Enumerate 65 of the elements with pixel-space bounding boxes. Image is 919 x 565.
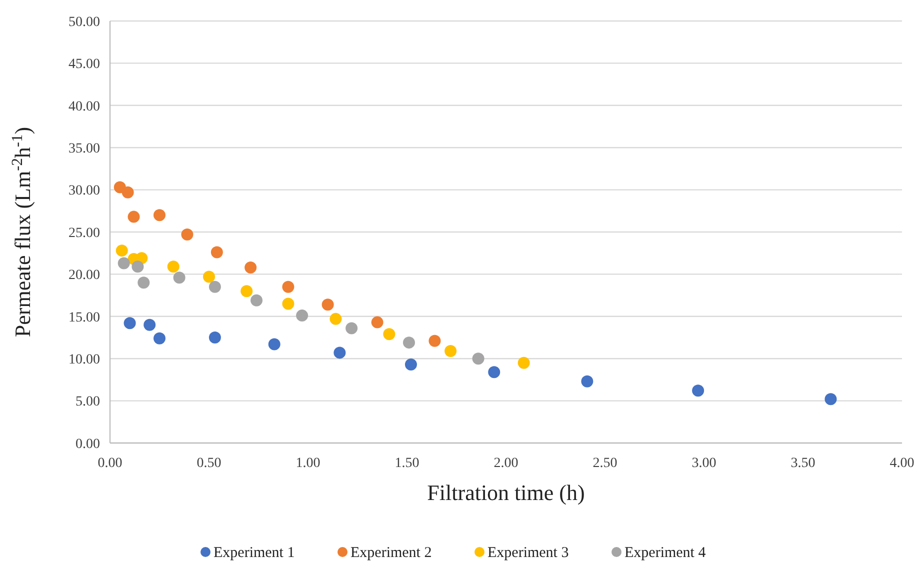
x-axis-title: Filtration time (h) bbox=[427, 480, 585, 505]
x-tick-label: 1.50 bbox=[394, 456, 420, 471]
point bbox=[383, 328, 396, 340]
x-tick-label: 0.50 bbox=[196, 456, 222, 471]
y-tick-label: 0.00 bbox=[76, 436, 100, 452]
point bbox=[167, 260, 180, 273]
point bbox=[208, 280, 221, 293]
point bbox=[208, 332, 221, 344]
point bbox=[181, 228, 194, 241]
point bbox=[144, 318, 156, 331]
point bbox=[282, 280, 294, 293]
x-tick-label: 2.50 bbox=[592, 456, 618, 471]
y-tick-label: 10.00 bbox=[68, 352, 100, 368]
y-tick-label: 30.00 bbox=[68, 184, 100, 199]
point bbox=[210, 246, 223, 258]
y-tick-label: 50.00 bbox=[68, 14, 100, 30]
legend-label: Experiment 3 bbox=[488, 545, 569, 561]
legend-label: Experiment 2 bbox=[350, 545, 432, 561]
y-tick-label: 15.00 bbox=[68, 310, 100, 326]
x-tick-label: 0.00 bbox=[98, 456, 122, 471]
legend-label: Experiment 4 bbox=[624, 545, 706, 561]
point bbox=[402, 336, 415, 349]
point bbox=[118, 257, 130, 270]
point bbox=[371, 316, 384, 328]
x-tick-label: 1.00 bbox=[296, 456, 320, 471]
point bbox=[203, 270, 215, 283]
x-tick-label: 3.50 bbox=[790, 456, 816, 471]
point bbox=[244, 261, 257, 274]
point bbox=[154, 209, 166, 222]
point bbox=[138, 276, 150, 289]
point bbox=[124, 317, 136, 330]
point bbox=[692, 384, 704, 397]
point bbox=[268, 338, 280, 350]
point bbox=[346, 322, 358, 334]
point bbox=[296, 310, 308, 322]
y-tick-label: 5.00 bbox=[76, 394, 100, 410]
y-tick-label: 25.00 bbox=[68, 226, 100, 241]
point bbox=[404, 358, 417, 371]
point bbox=[330, 312, 342, 325]
point bbox=[581, 375, 594, 388]
point bbox=[240, 285, 253, 298]
x-tick-label: 3.00 bbox=[692, 456, 716, 471]
point bbox=[250, 294, 263, 306]
point bbox=[132, 260, 144, 273]
point bbox=[472, 352, 484, 365]
point bbox=[334, 346, 346, 359]
point bbox=[154, 332, 166, 344]
y-tick-label: 35.00 bbox=[68, 142, 100, 156]
point bbox=[128, 210, 140, 223]
point bbox=[444, 345, 457, 358]
point bbox=[116, 244, 128, 257]
point bbox=[173, 272, 186, 284]
point bbox=[428, 334, 441, 347]
point bbox=[282, 298, 294, 310]
point bbox=[518, 356, 530, 369]
point bbox=[488, 366, 500, 378]
point bbox=[122, 186, 134, 198]
y-tick-label: 40.00 bbox=[68, 99, 100, 114]
point bbox=[322, 298, 334, 311]
y-tick-label: 45.00 bbox=[68, 57, 100, 72]
y-tick-label: 20.00 bbox=[68, 268, 100, 284]
point bbox=[824, 393, 837, 406]
legend-label: Experiment 1 bbox=[214, 545, 295, 561]
x-tick-label: 2.00 bbox=[494, 456, 518, 471]
x-tick-label: 4.00 bbox=[890, 456, 914, 471]
